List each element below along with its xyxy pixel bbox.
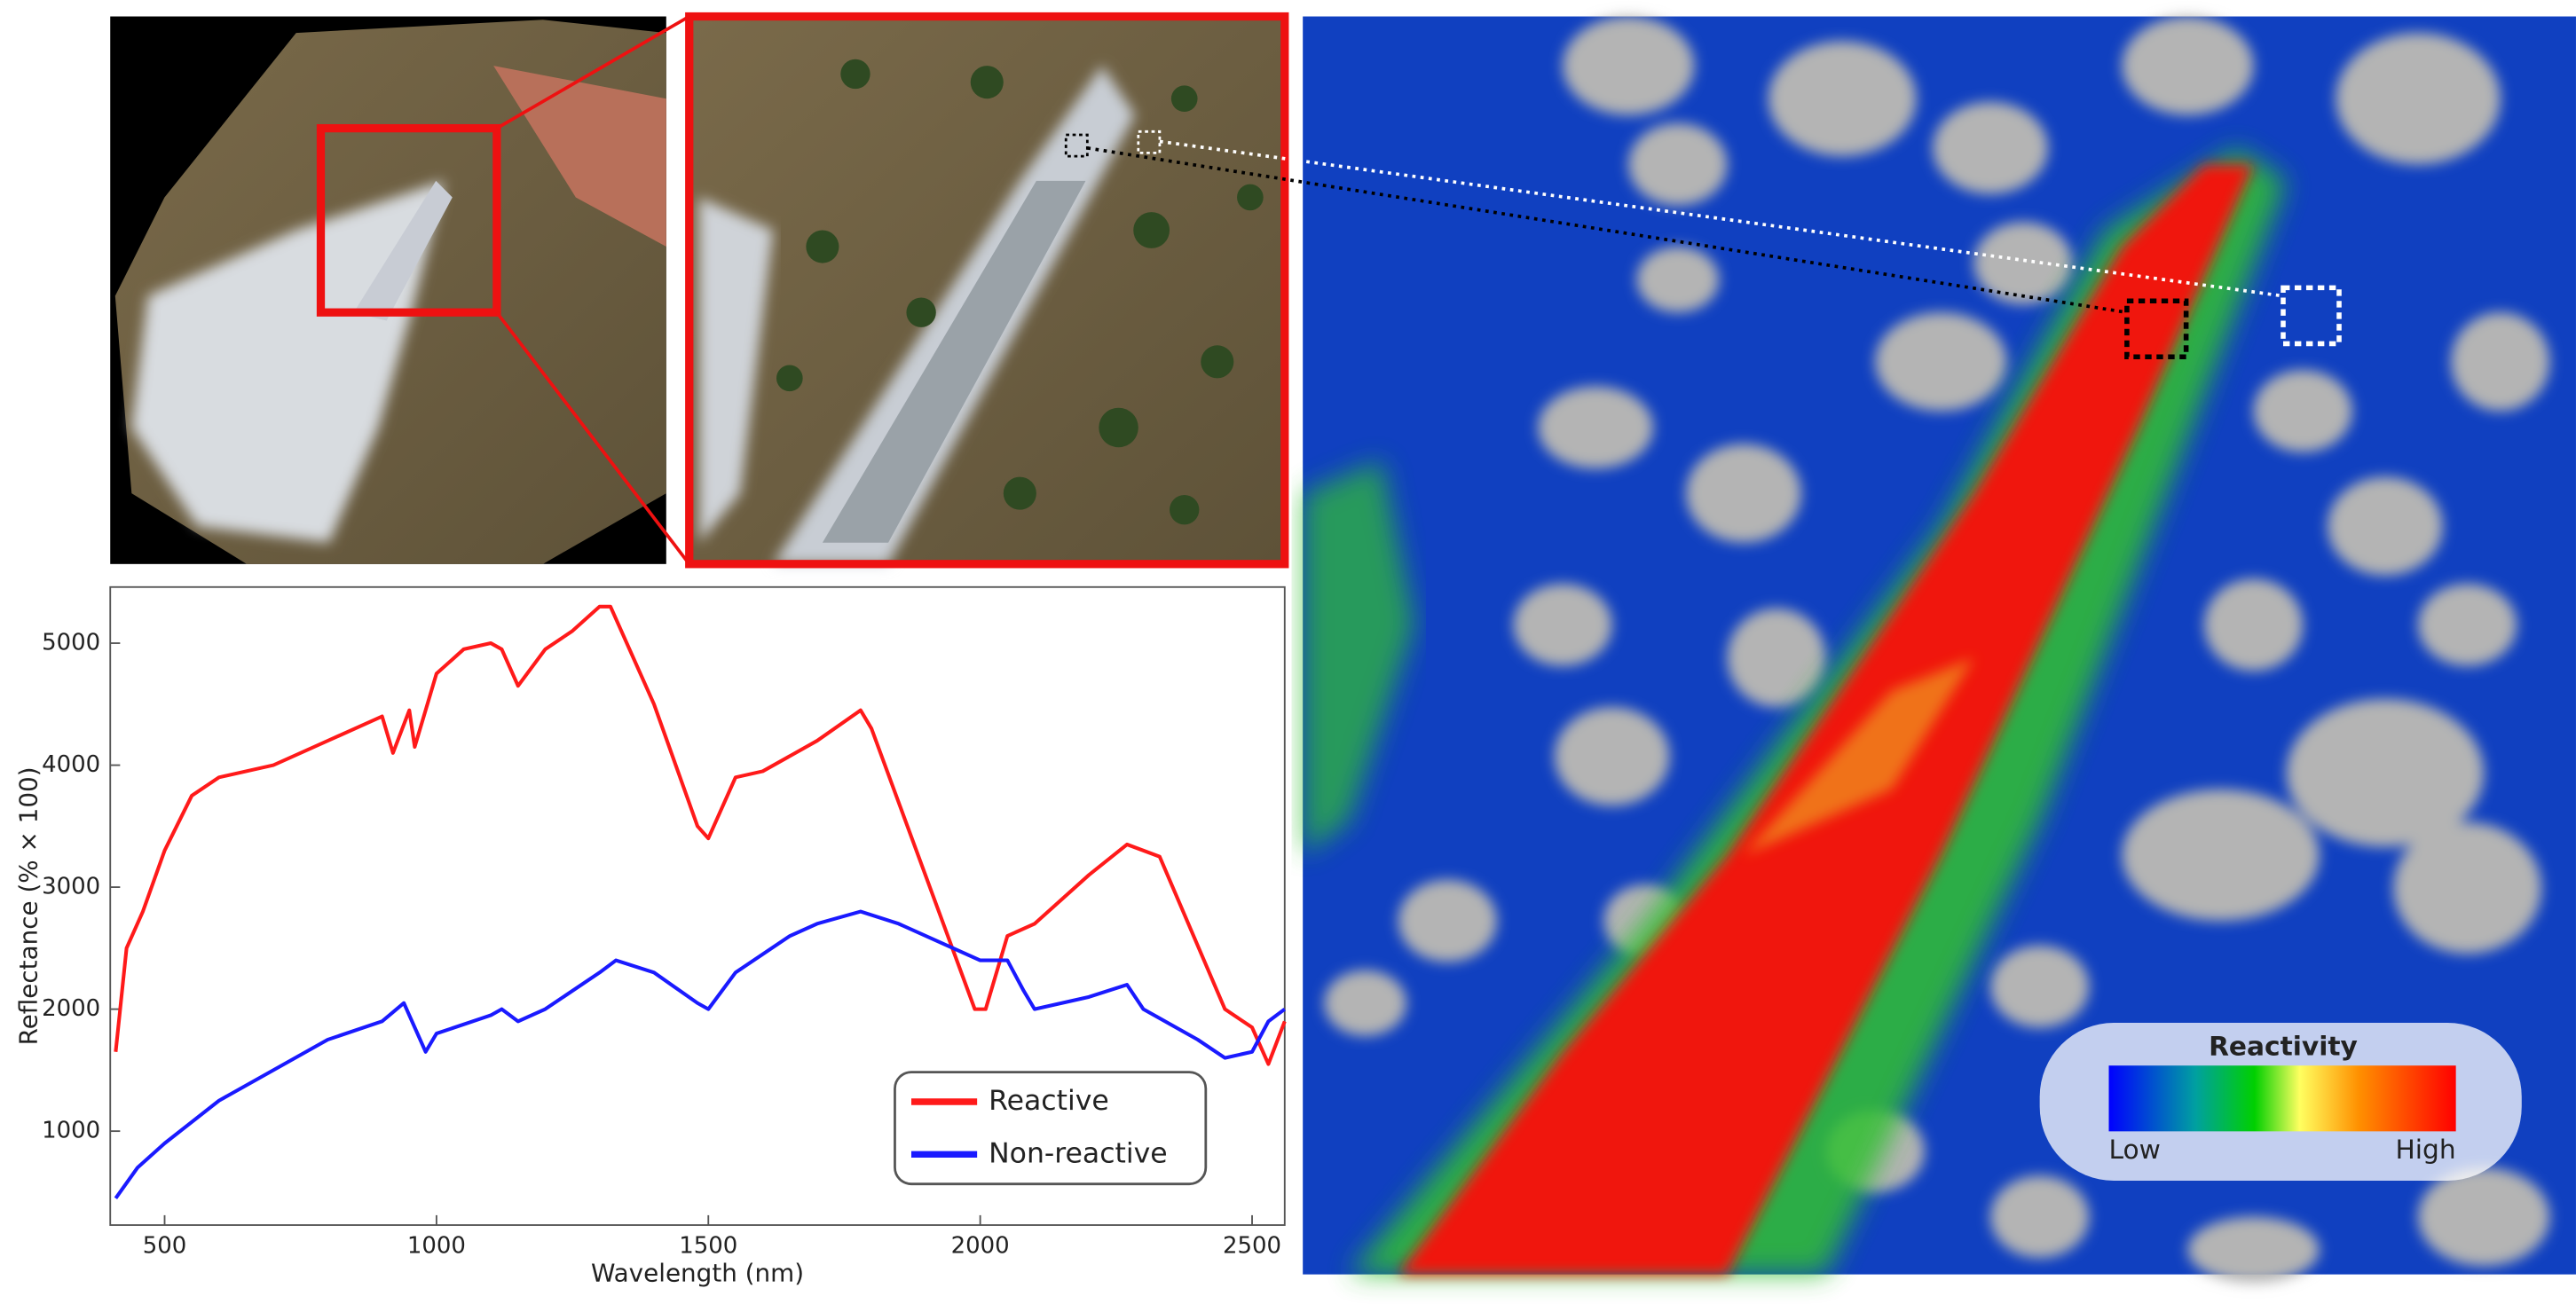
x-tick-label: 1000 (407, 1233, 466, 1260)
series-line (114, 604, 1287, 1066)
y-tick-label: 4000 (42, 751, 100, 778)
y-tick-label: 2000 (42, 995, 100, 1022)
x-tick-label: 1500 (679, 1233, 737, 1260)
zoom-image (685, 12, 1289, 569)
x-axis-label: Wavelength (nm) (591, 1259, 804, 1288)
legend-label: Reactive (989, 1085, 1109, 1117)
spectra-chart: Wavelength (nm) Reflectance (% × 100) 50… (13, 585, 1287, 1288)
y-tick-label: 3000 (42, 874, 100, 900)
colorbar-title: Reactivity (2209, 1030, 2358, 1061)
reactivity-map: Reactivity Low High (1087, 16, 2576, 1283)
x-tick-label: 500 (143, 1233, 187, 1260)
y-tick-label: 5000 (42, 630, 100, 656)
legend-label: Non-reactive (989, 1137, 1168, 1169)
y-axis-label: Reflectance (% × 100) (13, 766, 43, 1045)
x-tick-label: 2500 (1223, 1233, 1281, 1260)
colorbar-low: Low (2109, 1134, 2161, 1165)
colorbar (2108, 1065, 2456, 1132)
y-tick-label: 1000 (42, 1118, 100, 1144)
series-line (114, 909, 1287, 1199)
colorbar-high: High (2396, 1134, 2456, 1165)
overview-image (110, 14, 691, 565)
x-tick-label: 2000 (951, 1233, 1010, 1260)
